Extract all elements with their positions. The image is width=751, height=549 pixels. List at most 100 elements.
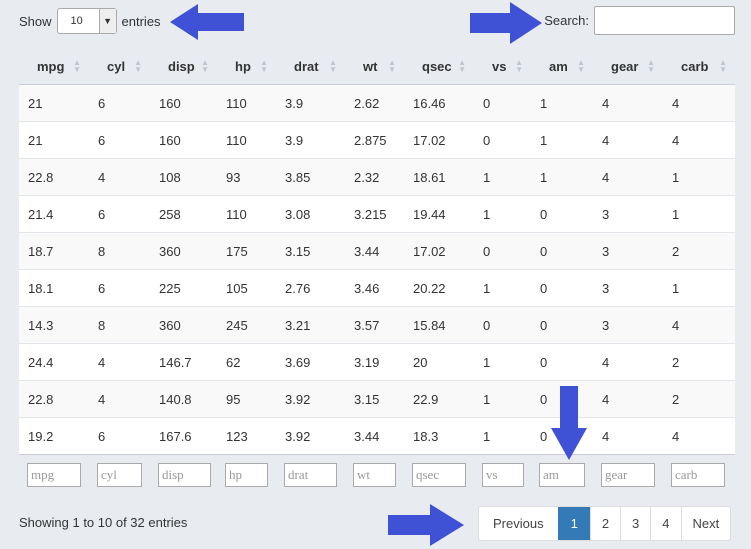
column-header-gear[interactable]: gear ▲ ▼ xyxy=(593,48,663,85)
table-cell-hp: 110 xyxy=(217,121,276,159)
sort-icon[interactable]: ▲ ▼ xyxy=(719,58,727,74)
table-cell-carb: 2 xyxy=(663,380,735,418)
page-button-1[interactable]: 1 xyxy=(557,507,590,540)
sort-icon[interactable]: ▲ ▼ xyxy=(201,58,209,74)
table-cell-mpg: 24.4 xyxy=(19,343,89,381)
filter-input-hp[interactable]: hp xyxy=(225,463,268,487)
search-input[interactable] xyxy=(594,6,735,35)
page-button-4[interactable]: 4 xyxy=(650,507,680,540)
table-row: 22.8 4 140.8 95 3.92 3.15 22.9 1 0 4 2 xyxy=(19,380,735,418)
entries-select-value: 10 xyxy=(70,15,83,27)
column-header-cyl[interactable]: cyl ▲ ▼ xyxy=(89,48,150,85)
filter-cell: drat xyxy=(276,454,345,495)
table-cell-vs: 1 xyxy=(474,343,531,381)
filter-input-vs[interactable]: vs xyxy=(482,463,524,487)
table-cell-disp: 167.6 xyxy=(150,417,217,455)
sort-icon[interactable]: ▲ ▼ xyxy=(577,58,585,74)
page-button-2[interactable]: 2 xyxy=(589,507,620,540)
sort-icon[interactable]: ▲ ▼ xyxy=(458,58,466,74)
table-cell-mpg: 22.8 xyxy=(19,158,89,196)
next-button[interactable]: Next xyxy=(680,507,731,540)
table-cell-drat: 3.85 xyxy=(276,158,345,196)
table-cell-disp: 360 xyxy=(150,306,217,344)
column-header-label: disp xyxy=(168,58,195,74)
filter-row: mpg cyl disp hp drat wt qsec vs am gear carb xyxy=(19,454,735,495)
sort-icon[interactable]: ▲ ▼ xyxy=(134,58,142,74)
page-button-3[interactable]: 3 xyxy=(620,507,650,540)
filter-cell: vs xyxy=(474,454,531,495)
table-row: 21.4 6 258 110 3.08 3.215 19.44 1 0 3 1 xyxy=(19,195,735,233)
column-header-mpg[interactable]: mpg ▲ ▼ xyxy=(19,48,89,85)
table-cell-cyl: 4 xyxy=(89,343,150,381)
table-cell-am: 0 xyxy=(531,195,593,233)
table-cell-gear: 4 xyxy=(593,84,663,122)
arrow-icon xyxy=(551,386,587,460)
table-cell-qsec: 15.84 xyxy=(404,306,474,344)
table-cell-vs: 1 xyxy=(474,380,531,418)
table-cell-am: 0 xyxy=(531,343,593,381)
column-header-drat[interactable]: drat ▲ ▼ xyxy=(276,48,345,85)
column-header-disp[interactable]: disp ▲ ▼ xyxy=(150,48,217,85)
search-label: Search: xyxy=(544,13,589,28)
table-cell-wt: 3.215 xyxy=(345,195,404,233)
table-cell-mpg: 18.7 xyxy=(19,232,89,270)
column-header-wt[interactable]: wt ▲ ▼ xyxy=(345,48,404,85)
filter-input-qsec[interactable]: qsec xyxy=(412,463,466,487)
entries-select[interactable]: 10 ▼ xyxy=(56,8,117,34)
column-header-label: carb xyxy=(681,58,709,74)
filter-input-mpg[interactable]: mpg xyxy=(27,463,81,487)
table-cell-carb: 1 xyxy=(663,269,735,307)
sort-icon[interactable]: ▲ ▼ xyxy=(73,58,81,74)
filter-input-gear[interactable]: gear xyxy=(601,463,655,487)
table-cell-vs: 1 xyxy=(474,195,531,233)
column-header-label: cyl xyxy=(107,58,126,74)
table-cell-disp: 258 xyxy=(150,195,217,233)
column-header-vs[interactable]: vs ▲ ▼ xyxy=(474,48,531,85)
column-header-carb[interactable]: carb ▲ ▼ xyxy=(663,48,735,85)
table-row: 18.7 8 360 175 3.15 3.44 17.02 0 0 3 2 xyxy=(19,232,735,270)
column-header-label: gear xyxy=(611,58,639,74)
table-cell-vs: 1 xyxy=(474,417,531,455)
column-header-am[interactable]: am ▲ ▼ xyxy=(531,48,593,85)
table-cell-wt: 2.875 xyxy=(345,121,404,159)
filter-input-drat[interactable]: drat xyxy=(284,463,337,487)
table-cell-mpg: 21 xyxy=(19,121,89,159)
sort-icon[interactable]: ▲ ▼ xyxy=(515,58,523,74)
table-info: Showing 1 to 10 of 32 entries xyxy=(19,515,188,530)
table-cell-drat: 3.08 xyxy=(276,195,345,233)
table-cell-hp: 123 xyxy=(217,417,276,455)
filter-cell: qsec xyxy=(404,454,474,495)
table-cell-carb: 2 xyxy=(663,343,735,381)
sort-icon[interactable]: ▲ ▼ xyxy=(388,58,396,74)
sort-icon[interactable]: ▲ ▼ xyxy=(260,58,268,74)
filter-input-disp[interactable]: disp xyxy=(158,463,211,487)
data-table: mpg ▲ ▼ cyl ▲ ▼ disp ▲ ▼ hp ▲ ▼ drat ▲ ▼ wt ▲ ▼ qsec ▲ ▼ vs ▲ ▼… xyxy=(19,48,735,495)
table-cell-cyl: 6 xyxy=(89,417,150,455)
table-cell-mpg: 21 xyxy=(19,84,89,122)
previous-button[interactable]: Previous xyxy=(493,516,544,531)
table-row: 24.4 4 146.7 62 3.69 3.19 20 1 0 4 2 xyxy=(19,343,735,381)
filter-input-cyl[interactable]: cyl xyxy=(97,463,142,487)
column-header-label: am xyxy=(549,58,568,74)
filter-cell: hp xyxy=(217,454,276,495)
table-row: 21 6 160 110 3.9 2.62 16.46 0 1 4 4 xyxy=(19,84,735,122)
column-header-hp[interactable]: hp ▲ ▼ xyxy=(217,48,276,85)
filter-input-carb[interactable]: carb xyxy=(671,463,725,487)
column-header-qsec[interactable]: qsec ▲ ▼ xyxy=(404,48,474,85)
column-header-label: qsec xyxy=(422,58,452,74)
table-cell-mpg: 14.3 xyxy=(19,306,89,344)
sort-icon[interactable]: ▲ ▼ xyxy=(647,58,655,74)
table-cell-carb: 4 xyxy=(663,306,735,344)
table-cell-cyl: 8 xyxy=(89,306,150,344)
table-cell-gear: 3 xyxy=(593,269,663,307)
table-cell-drat: 3.69 xyxy=(276,343,345,381)
table-cell-carb: 1 xyxy=(663,158,735,196)
table-cell-vs: 1 xyxy=(474,269,531,307)
chevron-down-icon[interactable]: ▼ xyxy=(98,9,116,33)
filter-input-am[interactable]: am xyxy=(539,463,585,487)
length-menu-suffix: entries xyxy=(121,13,161,29)
table-row: 19.2 6 167.6 123 3.92 3.44 18.3 1 0 4 4 xyxy=(19,417,735,455)
filter-input-wt[interactable]: wt xyxy=(353,463,396,487)
sort-icon[interactable]: ▲ ▼ xyxy=(329,58,337,74)
table-row: 21 6 160 110 3.9 2.875 17.02 0 1 4 4 xyxy=(19,121,735,159)
